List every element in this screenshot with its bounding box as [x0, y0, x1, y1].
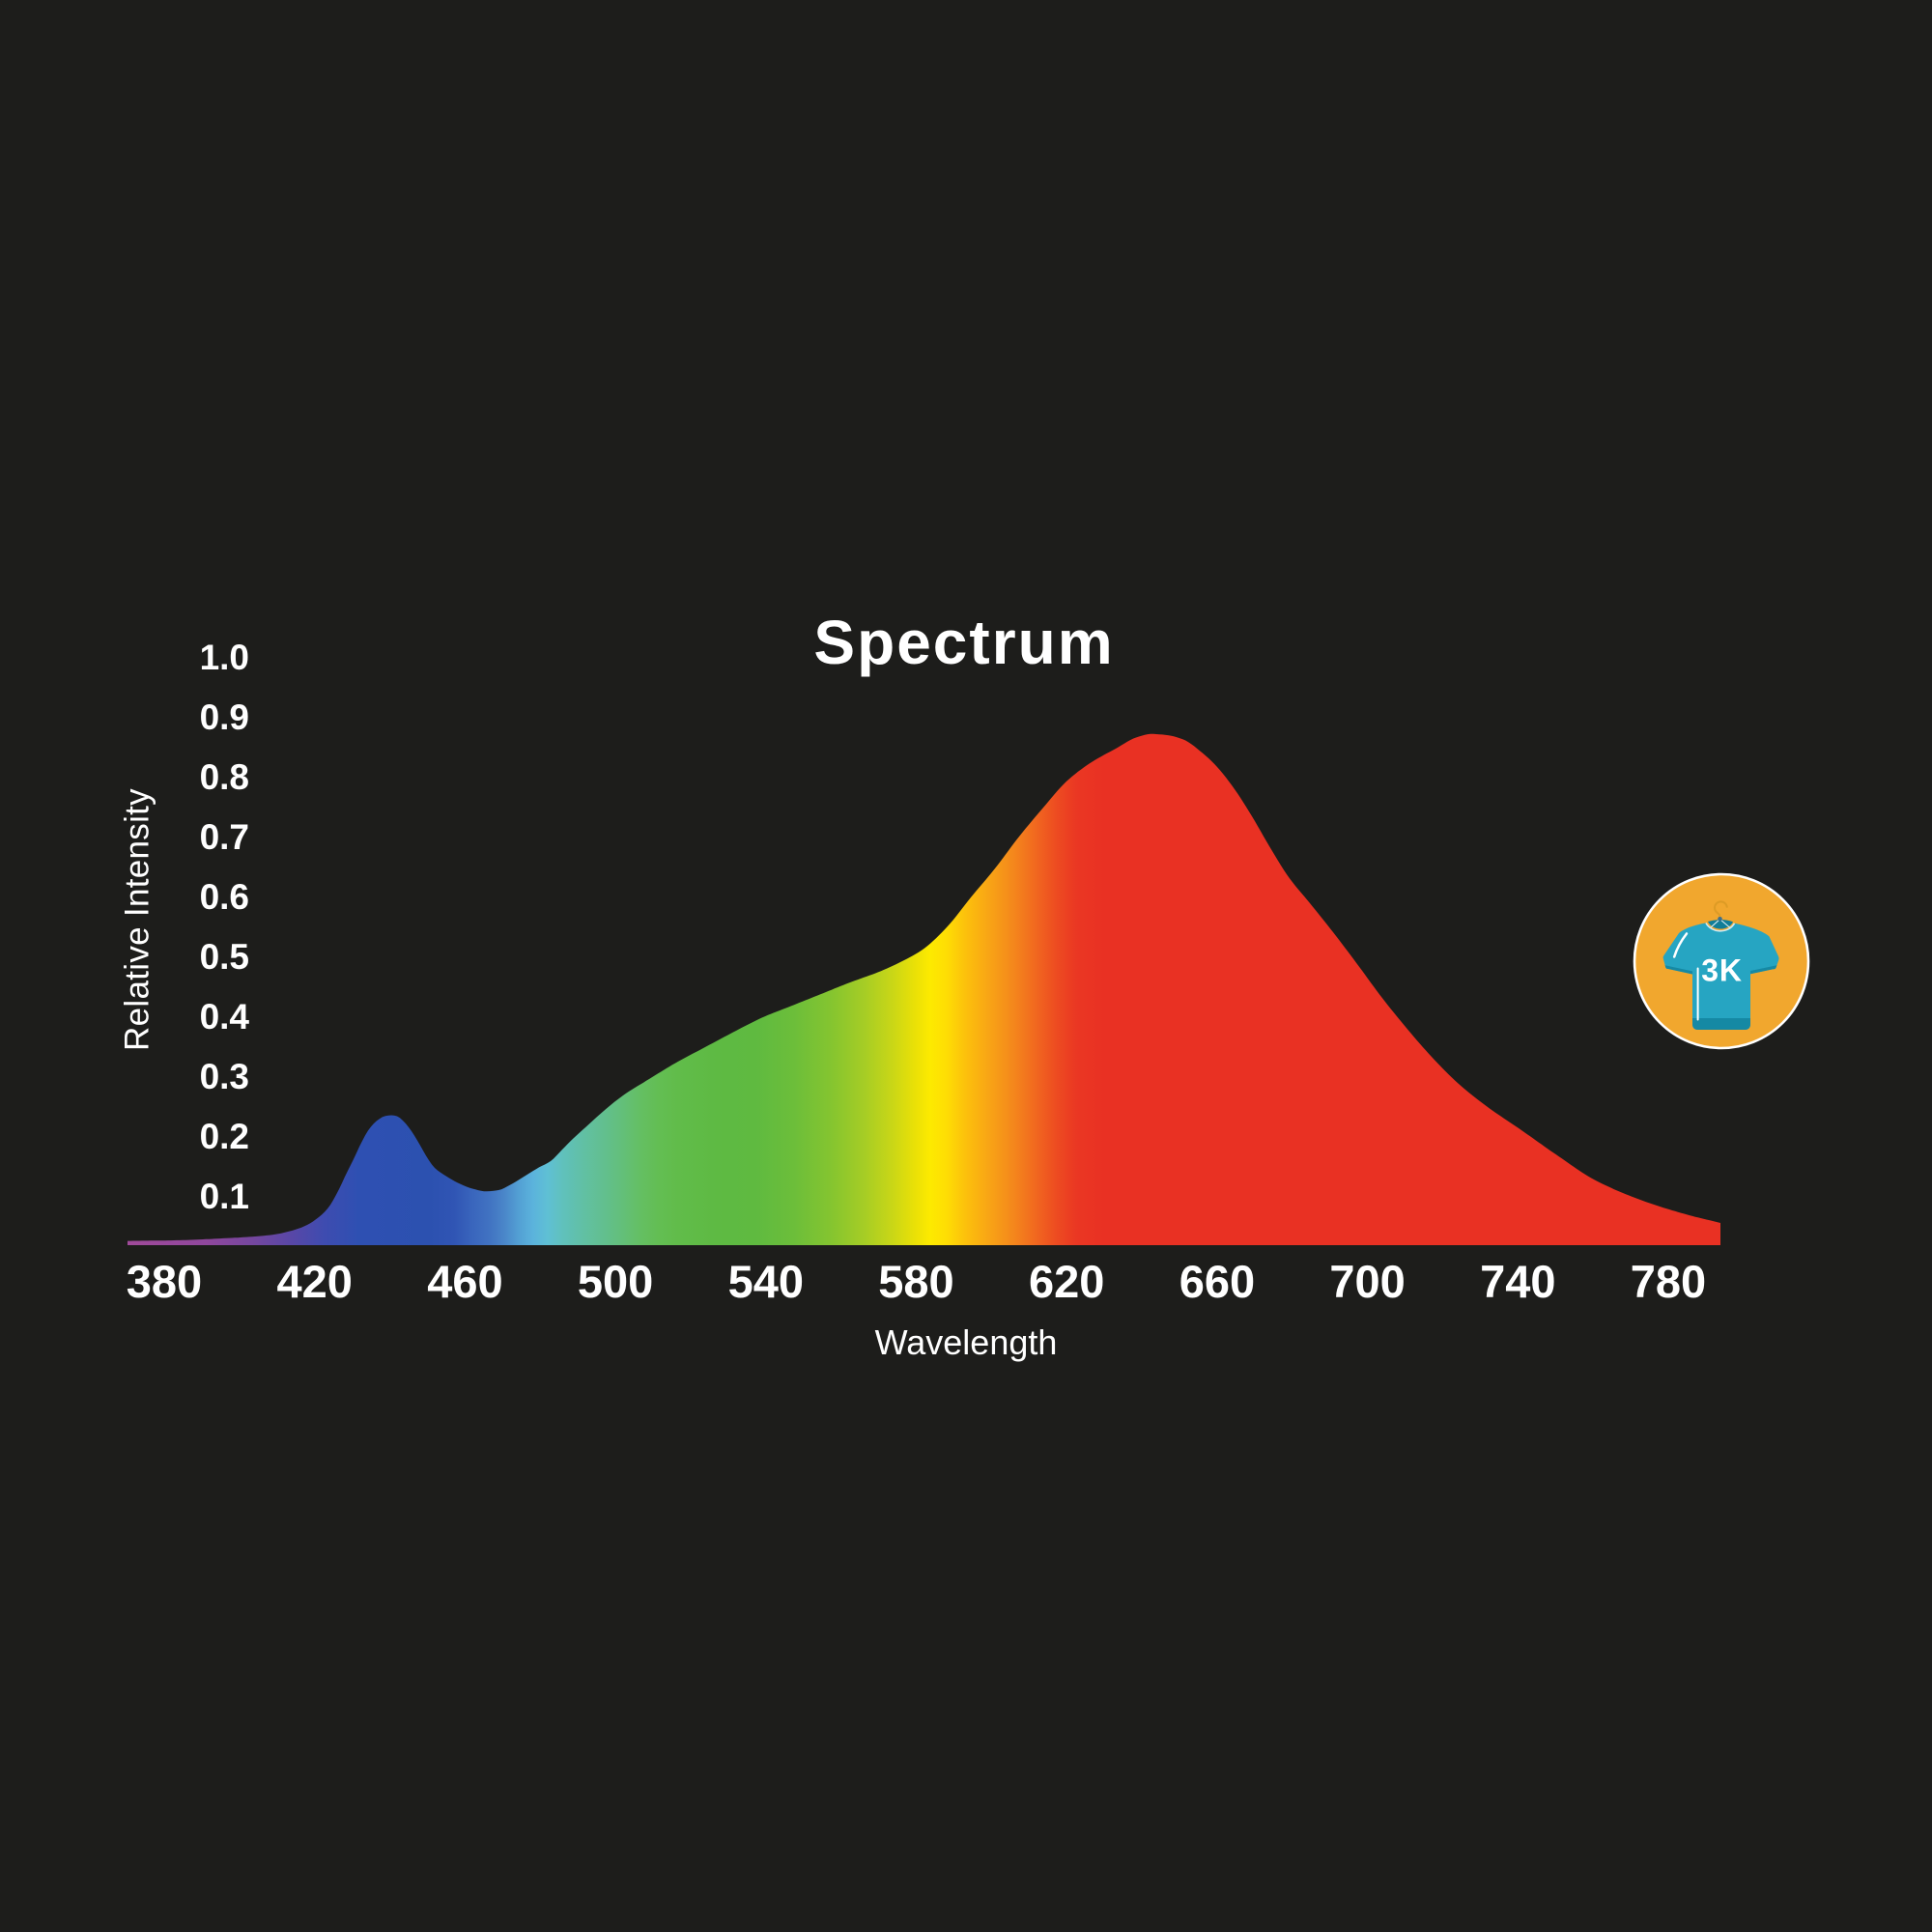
svg-text:Wavelength: Wavelength — [875, 1322, 1058, 1362]
svg-text:Spectrum: Spectrum — [813, 608, 1114, 677]
svg-text:0.6: 0.6 — [200, 877, 249, 917]
svg-text:620: 620 — [1029, 1256, 1104, 1307]
svg-text:660: 660 — [1179, 1256, 1255, 1307]
svg-text:540: 540 — [728, 1256, 804, 1307]
svg-text:0.9: 0.9 — [200, 697, 249, 737]
svg-text:460: 460 — [427, 1256, 502, 1307]
svg-text:380: 380 — [127, 1256, 202, 1307]
svg-text:580: 580 — [878, 1256, 953, 1307]
svg-text:700: 700 — [1329, 1256, 1405, 1307]
svg-text:0.3: 0.3 — [200, 1057, 249, 1096]
svg-text:0.5: 0.5 — [200, 937, 249, 977]
svg-text:0.8: 0.8 — [200, 757, 249, 797]
svg-text:Relative Intensity: Relative Intensity — [119, 788, 156, 1051]
svg-text:780: 780 — [1631, 1256, 1706, 1307]
svg-text:0.4: 0.4 — [200, 997, 250, 1037]
svg-text:500: 500 — [578, 1256, 653, 1307]
svg-text:0.7: 0.7 — [200, 817, 249, 857]
svg-text:0.1: 0.1 — [200, 1177, 249, 1216]
svg-text:0.2: 0.2 — [200, 1117, 249, 1156]
svg-text:3K: 3K — [1701, 953, 1743, 988]
svg-text:420: 420 — [276, 1256, 352, 1307]
svg-text:740: 740 — [1480, 1256, 1555, 1307]
svg-text:1.0: 1.0 — [200, 638, 249, 677]
